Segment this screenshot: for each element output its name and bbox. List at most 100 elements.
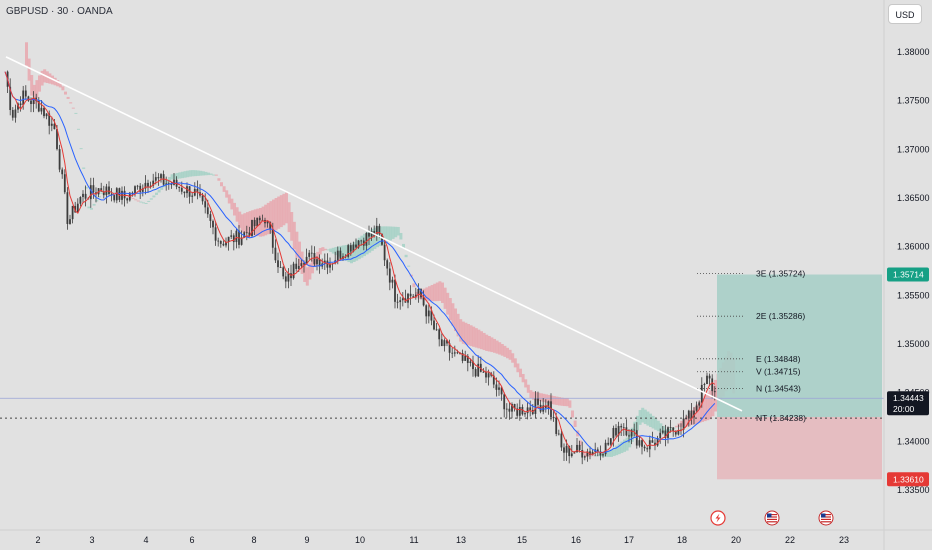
cloud-slice	[32, 84, 36, 105]
us-flag-icon[interactable]	[764, 510, 780, 526]
candle-body	[477, 363, 480, 377]
cloud-slice	[493, 338, 496, 353]
cloud-slice	[84, 187, 88, 189]
candle-body	[568, 445, 571, 457]
cloud-slice	[698, 401, 702, 423]
cloud-slice	[628, 433, 632, 448]
cloud-slice	[446, 292, 450, 315]
candle-body	[30, 100, 32, 105]
y-tick-label: 1.37000	[897, 144, 930, 154]
cloud-slice	[651, 415, 655, 429]
cloud-slice	[448, 298, 452, 321]
candle-body	[422, 297, 425, 306]
symbol-title: GBPUSD · 30 · OANDA	[6, 6, 113, 17]
candle-body	[360, 240, 363, 242]
cloud-slice	[30, 74, 34, 96]
candle-body	[690, 410, 693, 418]
cloud-slice	[373, 227, 377, 249]
cloud-slice	[227, 194, 231, 204]
candle-body	[456, 352, 459, 354]
flag-stripe	[767, 521, 777, 523]
cloud-slice	[178, 172, 182, 179]
currency-button[interactable]: USD	[888, 4, 922, 24]
candle-body	[409, 293, 412, 297]
cloud-slice	[183, 171, 187, 178]
candle-body	[552, 416, 555, 419]
flag-stripe	[821, 518, 831, 520]
cloud-slice	[277, 196, 281, 229]
cloud-slice	[555, 396, 559, 406]
level-label: 3E (1.35724)	[756, 269, 805, 279]
candle-body	[589, 451, 591, 455]
candle-body	[521, 406, 524, 415]
candle-body	[713, 391, 716, 393]
candle-body	[53, 123, 56, 130]
cloud-slice	[498, 342, 502, 355]
x-tick-label: 11	[409, 535, 418, 545]
cloud-slice	[469, 325, 473, 347]
candle-body	[212, 220, 214, 228]
candle-body	[40, 107, 43, 112]
flag-circle	[818, 510, 834, 526]
trendline[interactable]	[5, 56, 743, 412]
candle-body	[50, 123, 53, 126]
cloud-slice	[168, 176, 171, 182]
cloud-slice	[207, 172, 210, 176]
us-flag-icon[interactable]	[818, 510, 834, 526]
candle-body	[219, 241, 222, 244]
x-tick-label: 13	[456, 535, 466, 545]
cloud-slice	[157, 189, 161, 193]
cloud-slice	[495, 340, 499, 354]
candle-body	[297, 265, 300, 269]
candle-body	[76, 203, 79, 213]
cloud-slice	[321, 247, 325, 252]
cloud-slice	[69, 102, 73, 104]
cloud-slice	[214, 174, 218, 176]
candle-body	[401, 298, 404, 301]
cloud-slice	[235, 207, 239, 222]
candle-body	[110, 194, 113, 196]
cloud-slice	[170, 174, 174, 180]
cloud-slice	[25, 42, 28, 66]
candle-body	[134, 186, 136, 194]
candle-body	[563, 447, 565, 453]
candle-body	[45, 113, 48, 117]
cloud-slice	[558, 397, 561, 406]
cloud-slice	[594, 455, 598, 457]
candle-body	[474, 369, 477, 377]
candle-body	[206, 207, 209, 215]
cloud-slice	[396, 226, 400, 236]
flag-circle	[764, 510, 780, 526]
target-price-badge-text: 1.35714	[893, 270, 924, 280]
cloud-slice	[40, 70, 44, 86]
candle-body	[378, 225, 381, 234]
cloud-slice	[391, 226, 395, 239]
candle-body	[534, 398, 537, 414]
cloud-slice	[329, 248, 333, 252]
candle-body	[79, 197, 82, 204]
candle-body	[591, 451, 594, 455]
candle-body	[659, 432, 662, 439]
time-axis[interactable]: 2 3 4 6 8 9 10 11 13 15 16 17 18 20 22 23	[0, 529, 932, 545]
trendline-group[interactable]	[5, 56, 743, 412]
candle-body	[472, 361, 474, 370]
candle-body	[435, 329, 438, 331]
cloud-slice	[703, 395, 707, 422]
cloud-slice	[134, 199, 138, 201]
cloud-slice	[56, 80, 60, 87]
x-tick-label: 2	[35, 535, 40, 545]
cloud-slice	[334, 247, 338, 256]
x-tick-label: 23	[839, 535, 849, 545]
blue-indicator-line	[4, 71, 716, 453]
cloud-slice	[344, 244, 348, 261]
candle-body	[139, 185, 142, 192]
cloud-slice	[147, 200, 151, 202]
cloud-slice	[165, 180, 169, 185]
candle-body	[641, 440, 643, 447]
cloud-slice	[266, 202, 270, 235]
candle-body	[118, 188, 121, 200]
candle-body	[24, 90, 27, 97]
candle-body	[370, 231, 373, 237]
event-icons[interactable]	[710, 510, 834, 526]
